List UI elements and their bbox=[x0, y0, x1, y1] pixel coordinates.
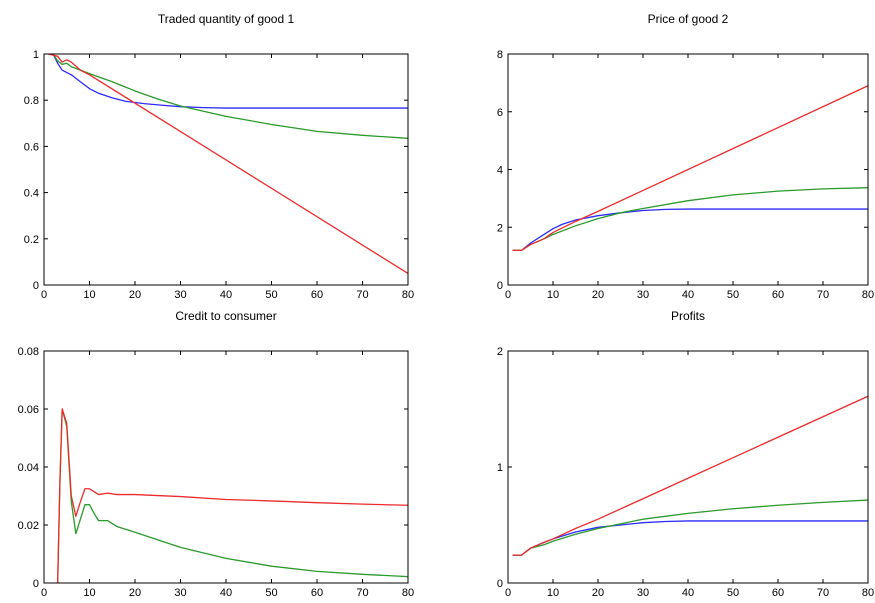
x-tick-label: 0 bbox=[41, 587, 47, 599]
y-tick-label: 0.6 bbox=[24, 141, 39, 153]
series-group bbox=[512, 85, 868, 251]
y-tick-label: 0.08 bbox=[18, 346, 39, 358]
x-tick-label: 20 bbox=[129, 289, 141, 301]
x-tick-label: 30 bbox=[174, 289, 186, 301]
series-line-1 bbox=[512, 208, 868, 251]
chart-title: Profits bbox=[671, 309, 705, 323]
plot-frame bbox=[43, 350, 409, 584]
x-tick-label: 80 bbox=[862, 587, 874, 599]
chart-panel-3: Credit to consumer 0 10 20 30 40 50 60 70 80 0 0.02… bbox=[18, 309, 415, 599]
x-tick-label: 50 bbox=[265, 289, 277, 301]
x-tick-label: 0 bbox=[505, 587, 511, 599]
x-tick-label: 40 bbox=[220, 289, 232, 301]
series-group bbox=[512, 395, 868, 556]
x-tick-label: 70 bbox=[356, 587, 368, 599]
x-tick-label: 60 bbox=[311, 289, 323, 301]
x-tick-label: 10 bbox=[547, 587, 559, 599]
chart-panel-2: Price of good 2 0 10 20 30 40 50 60 70 80 0 2 4 6 8 bbox=[497, 12, 874, 301]
series-line-3 bbox=[512, 85, 868, 251]
x-tick-label: 30 bbox=[637, 289, 649, 301]
x-tick-label: 60 bbox=[772, 289, 784, 301]
series-line-3 bbox=[48, 54, 408, 275]
series-line-2 bbox=[52, 54, 408, 139]
x-tick-label: 50 bbox=[727, 587, 739, 599]
series-line-3 bbox=[512, 395, 868, 556]
x-tick-label: 80 bbox=[402, 587, 414, 599]
x-tick-label: 10 bbox=[83, 587, 95, 599]
x-tick-label: 40 bbox=[682, 289, 694, 301]
x-tick-label: 20 bbox=[592, 587, 604, 599]
y-tick-label: 0 bbox=[33, 280, 39, 292]
series-group bbox=[48, 54, 408, 275]
y-tick-label: 0.06 bbox=[18, 404, 39, 416]
y-tick-label: 0.02 bbox=[18, 520, 39, 532]
chart-title: Traded quantity of good 1 bbox=[158, 12, 295, 26]
y-tick-label: 1 bbox=[497, 462, 503, 474]
chart-panel-4: Profits 0 10 20 30 40 50 60 70 80 0 1 2 bbox=[497, 309, 874, 599]
y-tick-label: 0 bbox=[497, 280, 503, 292]
x-tick-label: 50 bbox=[265, 587, 277, 599]
x-tick-label: 70 bbox=[817, 289, 829, 301]
series-line-1 bbox=[512, 520, 868, 556]
x-tick-label: 50 bbox=[727, 289, 739, 301]
series-line-2 bbox=[512, 499, 868, 556]
x-tick-label: 60 bbox=[772, 587, 784, 599]
chart-title: Price of good 2 bbox=[648, 12, 729, 26]
x-tick-label: 80 bbox=[402, 289, 414, 301]
x-tick-label: 30 bbox=[174, 587, 186, 599]
chart-title: Credit to consumer bbox=[175, 309, 276, 323]
y-tick-label: 0 bbox=[497, 578, 503, 590]
x-tick-label: 20 bbox=[129, 587, 141, 599]
x-tick-label: 80 bbox=[862, 289, 874, 301]
chart-panel-1: Traded quantity of good 10 10 20 30 40 50 60 70… bbox=[24, 12, 414, 301]
y-tick-label: 2 bbox=[497, 346, 503, 358]
x-tick-label: 40 bbox=[682, 587, 694, 599]
y-tick-label: 2 bbox=[497, 222, 503, 234]
x-tick-label: 10 bbox=[83, 289, 95, 301]
y-tick-label: 0.04 bbox=[18, 462, 39, 474]
x-tick-label: 70 bbox=[817, 587, 829, 599]
y-tick-label: 0.2 bbox=[24, 234, 39, 246]
x-tick-label: 60 bbox=[311, 587, 323, 599]
x-tick-label: 40 bbox=[220, 587, 232, 599]
x-tick-label: 0 bbox=[505, 289, 511, 301]
x-tick-label: 70 bbox=[356, 289, 368, 301]
series-line-1 bbox=[57, 408, 408, 583]
y-tick-label: 6 bbox=[497, 107, 503, 119]
y-tick-label: 0 bbox=[33, 578, 39, 590]
x-tick-label: 20 bbox=[592, 289, 604, 301]
series-group bbox=[57, 408, 408, 583]
x-tick-label: 0 bbox=[41, 289, 47, 301]
y-tick-label: 1 bbox=[33, 49, 39, 61]
series-line-1 bbox=[52, 54, 408, 109]
y-tick-label: 0.8 bbox=[24, 95, 39, 107]
y-tick-label: 4 bbox=[497, 165, 503, 177]
y-tick-label: 8 bbox=[497, 49, 503, 61]
x-tick-label: 10 bbox=[547, 289, 559, 301]
plot-frame bbox=[507, 350, 869, 584]
plot-frame bbox=[43, 53, 409, 286]
series-line-2 bbox=[57, 408, 408, 583]
x-tick-label: 30 bbox=[637, 587, 649, 599]
y-tick-label: 0.4 bbox=[24, 188, 39, 200]
series-line-2 bbox=[512, 187, 868, 251]
